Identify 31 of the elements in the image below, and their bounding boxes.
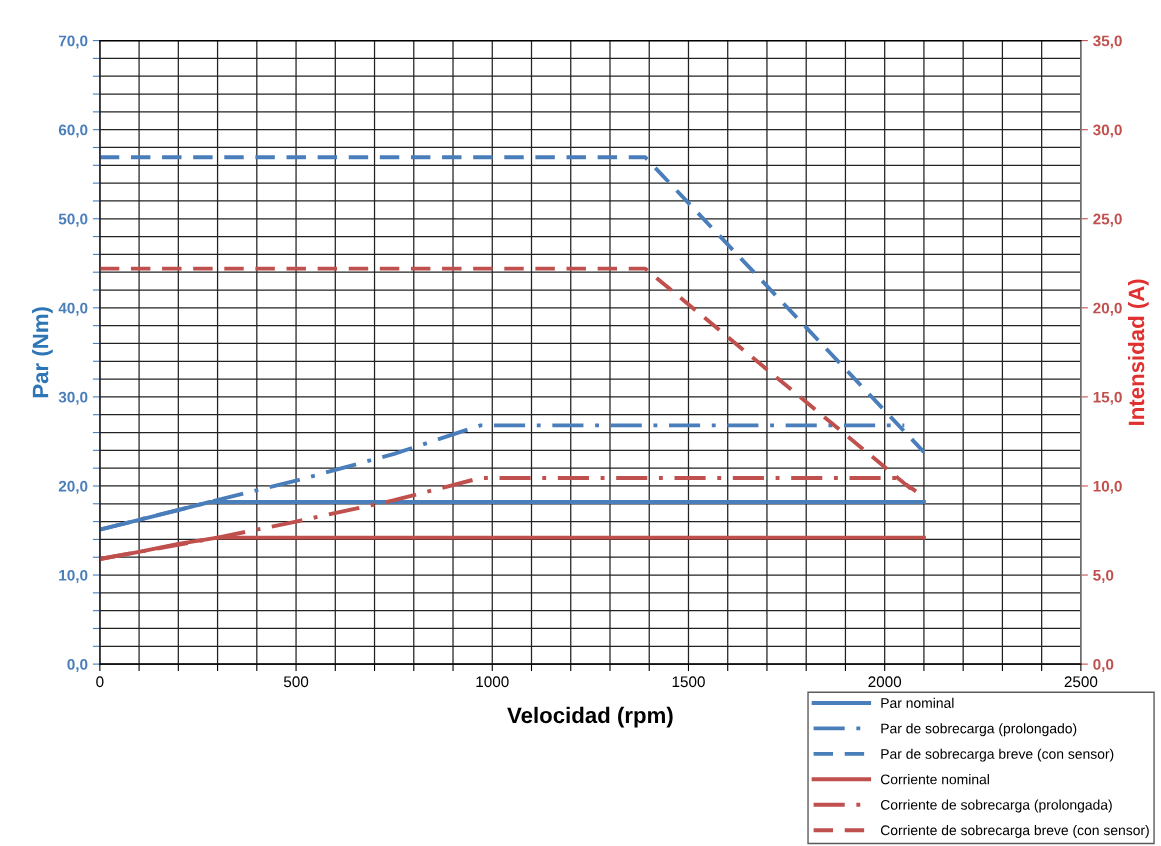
y-tick-label: 20,0 <box>58 480 88 494</box>
y-tick-label: 10,0 <box>59 569 88 583</box>
legend-label: Corriente nominal <box>880 774 989 785</box>
y2-tick-label: 0,0 <box>1093 658 1114 673</box>
y-tick-label: 50,0 <box>58 213 88 227</box>
y2-axis-title: Intensidad (A) <box>1127 279 1149 425</box>
y-tick-label: 40,0 <box>58 302 88 316</box>
y2-tick-label: 5,0 <box>1093 569 1114 583</box>
y-tick-label: 30,0 <box>58 391 88 405</box>
y2-tick-label: 35,0 <box>1093 35 1122 49</box>
y-tick-label: 0,0 <box>67 658 88 673</box>
legend-label: Corriente de sobrecarga breve (con sensor) <box>880 825 1149 838</box>
y-tick-label: 70,0 <box>58 35 88 49</box>
y-tick-label: 60,0 <box>58 124 88 138</box>
x-tick-label: 1500 <box>672 676 705 688</box>
x-tick-label: 500 <box>283 676 309 688</box>
x-tick-label: 0 <box>96 676 104 688</box>
y2-tick-label: 30,0 <box>1093 124 1122 138</box>
x-axis-title: Velocidad (rpm) <box>507 706 673 728</box>
y2-tick-label: 25,0 <box>1093 213 1122 227</box>
y2-tick-label: 15,0 <box>1093 391 1122 405</box>
y2-tick-label: 20,0 <box>1093 302 1122 316</box>
y-axis-title: Par (Nm) <box>32 307 53 398</box>
legend-label: Corriente de sobrecarga (prolongada) <box>880 799 1112 813</box>
legend-label: Par de sobrecarga (prolongado) <box>881 723 1077 737</box>
legend-label: Par nominal <box>881 697 954 708</box>
y2-tick-label: 10,0 <box>1093 480 1122 494</box>
legend-label: Par de sobrecarga breve (con sensor) <box>881 748 1114 762</box>
x-tick-label: 1000 <box>476 676 509 688</box>
x-tick-label: 2500 <box>1064 676 1098 688</box>
x-tick-label: 2000 <box>868 676 902 688</box>
